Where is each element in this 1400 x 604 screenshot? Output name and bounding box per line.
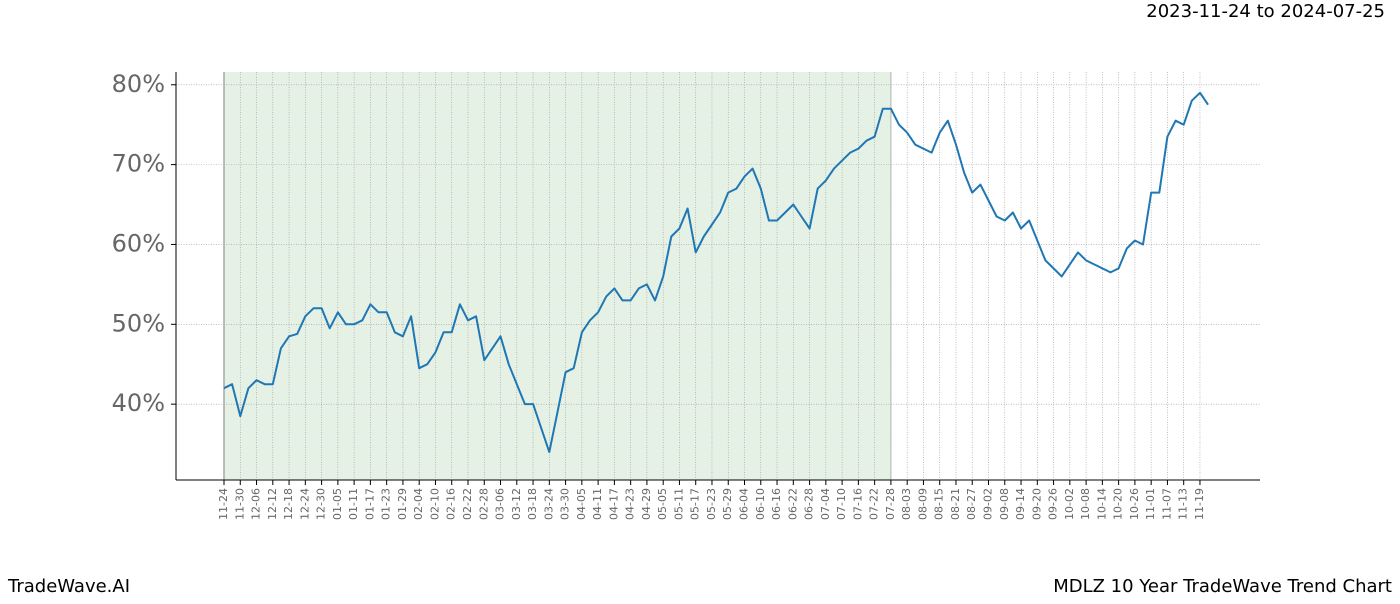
x-tick-label: 11-13 [1177,488,1190,520]
x-tick-label: 09-02 [982,488,995,520]
x-tick-label: 03-18 [526,488,539,520]
x-tick-label: 08-15 [933,488,946,520]
x-tick-label: 11-07 [1160,488,1173,520]
x-tick-label: 01-11 [347,488,360,520]
x-tick-label: 09-08 [998,488,1011,520]
x-tick-label: 10-20 [1112,488,1125,520]
x-tick-label: 06-04 [738,488,751,520]
x-tick-label: 07-22 [868,488,881,520]
y-tick-label: 60% [112,229,165,257]
x-tick-label: 03-24 [542,488,555,520]
x-tick-label: 12-12 [266,488,279,520]
x-tick-label: 07-28 [884,488,897,520]
x-tick-label: 02-16 [445,488,458,520]
footer-right: MDLZ 10 Year TradeWave Trend Chart [1053,576,1392,597]
trend-line [223,91,1209,454]
x-tick-label: 05-05 [656,488,669,520]
x-tick-label: 09-26 [1047,488,1060,520]
x-tick-label: 05-11 [672,488,685,520]
footer-left: TradeWave.AI [7,576,130,597]
chart-title: 2023-11-24 to 2024-07-25 [1146,1,1385,22]
x-tick-label: 06-28 [803,488,816,520]
x-tick-label: 08-03 [900,488,913,520]
x-tick-label: 03-06 [494,488,507,520]
x-tick-label: 06-22 [786,488,799,520]
x-tick-label: 12-24 [298,488,311,520]
x-tick-label: 05-17 [689,488,702,520]
x-tick-label: 06-10 [754,488,767,520]
x-tick-label: 03-30 [559,488,572,520]
x-tick-label: 02-22 [461,488,474,520]
x-tick-label: 06-16 [770,488,783,520]
x-tick-label: 04-05 [575,488,588,520]
x-tick-label: 09-14 [1014,488,1027,520]
y-tick-label: 80% [112,70,165,98]
x-tick-label: 08-21 [949,488,962,520]
x-tick-label: 01-05 [331,488,344,520]
x-tick-label: 01-17 [363,488,376,520]
x-tick-label: 12-18 [282,488,295,520]
x-tick-label: 11-30 [233,488,246,520]
x-tick-label: 10-26 [1128,488,1141,520]
x-tick-label: 08-09 [916,488,929,520]
x-tick-label: 09-20 [1030,488,1043,520]
x-tick-label: 10-08 [1079,488,1092,520]
x-tick-label: 05-23 [705,488,718,520]
x-tick-label: 08-27 [965,488,978,520]
y-tick-label: 70% [112,150,165,178]
x-tick-label: 07-16 [851,488,864,520]
x-tick-label: 02-28 [477,488,490,520]
x-tick-label: 04-11 [591,488,604,520]
x-tick-label: 10-02 [1063,488,1076,520]
x-tick-label: 03-12 [510,488,523,520]
x-tick-label: 05-29 [721,488,734,520]
x-tick-label: 04-17 [607,488,620,520]
y-tick-label: 40% [112,389,165,417]
x-tick-label: 02-04 [412,488,425,520]
highlight-region [224,72,891,480]
x-tick-label: 02-10 [428,488,441,520]
x-tick-label: 11-24 [217,488,230,520]
x-tick-label: 01-23 [380,488,393,520]
x-tick-label: 07-10 [835,488,848,520]
x-tick-label: 10-14 [1095,488,1108,520]
x-tick-label: 12-06 [250,488,263,520]
x-tick-label: 11-19 [1193,488,1206,520]
y-tick-label: 50% [112,309,165,337]
x-tick-label: 11-01 [1144,488,1157,520]
x-tick-label: 01-29 [396,488,409,520]
x-tick-label: 07-04 [819,488,832,520]
x-tick-label: 04-23 [624,488,637,520]
x-tick-label: 12-30 [315,488,328,520]
x-tick-label: 04-29 [640,488,653,520]
